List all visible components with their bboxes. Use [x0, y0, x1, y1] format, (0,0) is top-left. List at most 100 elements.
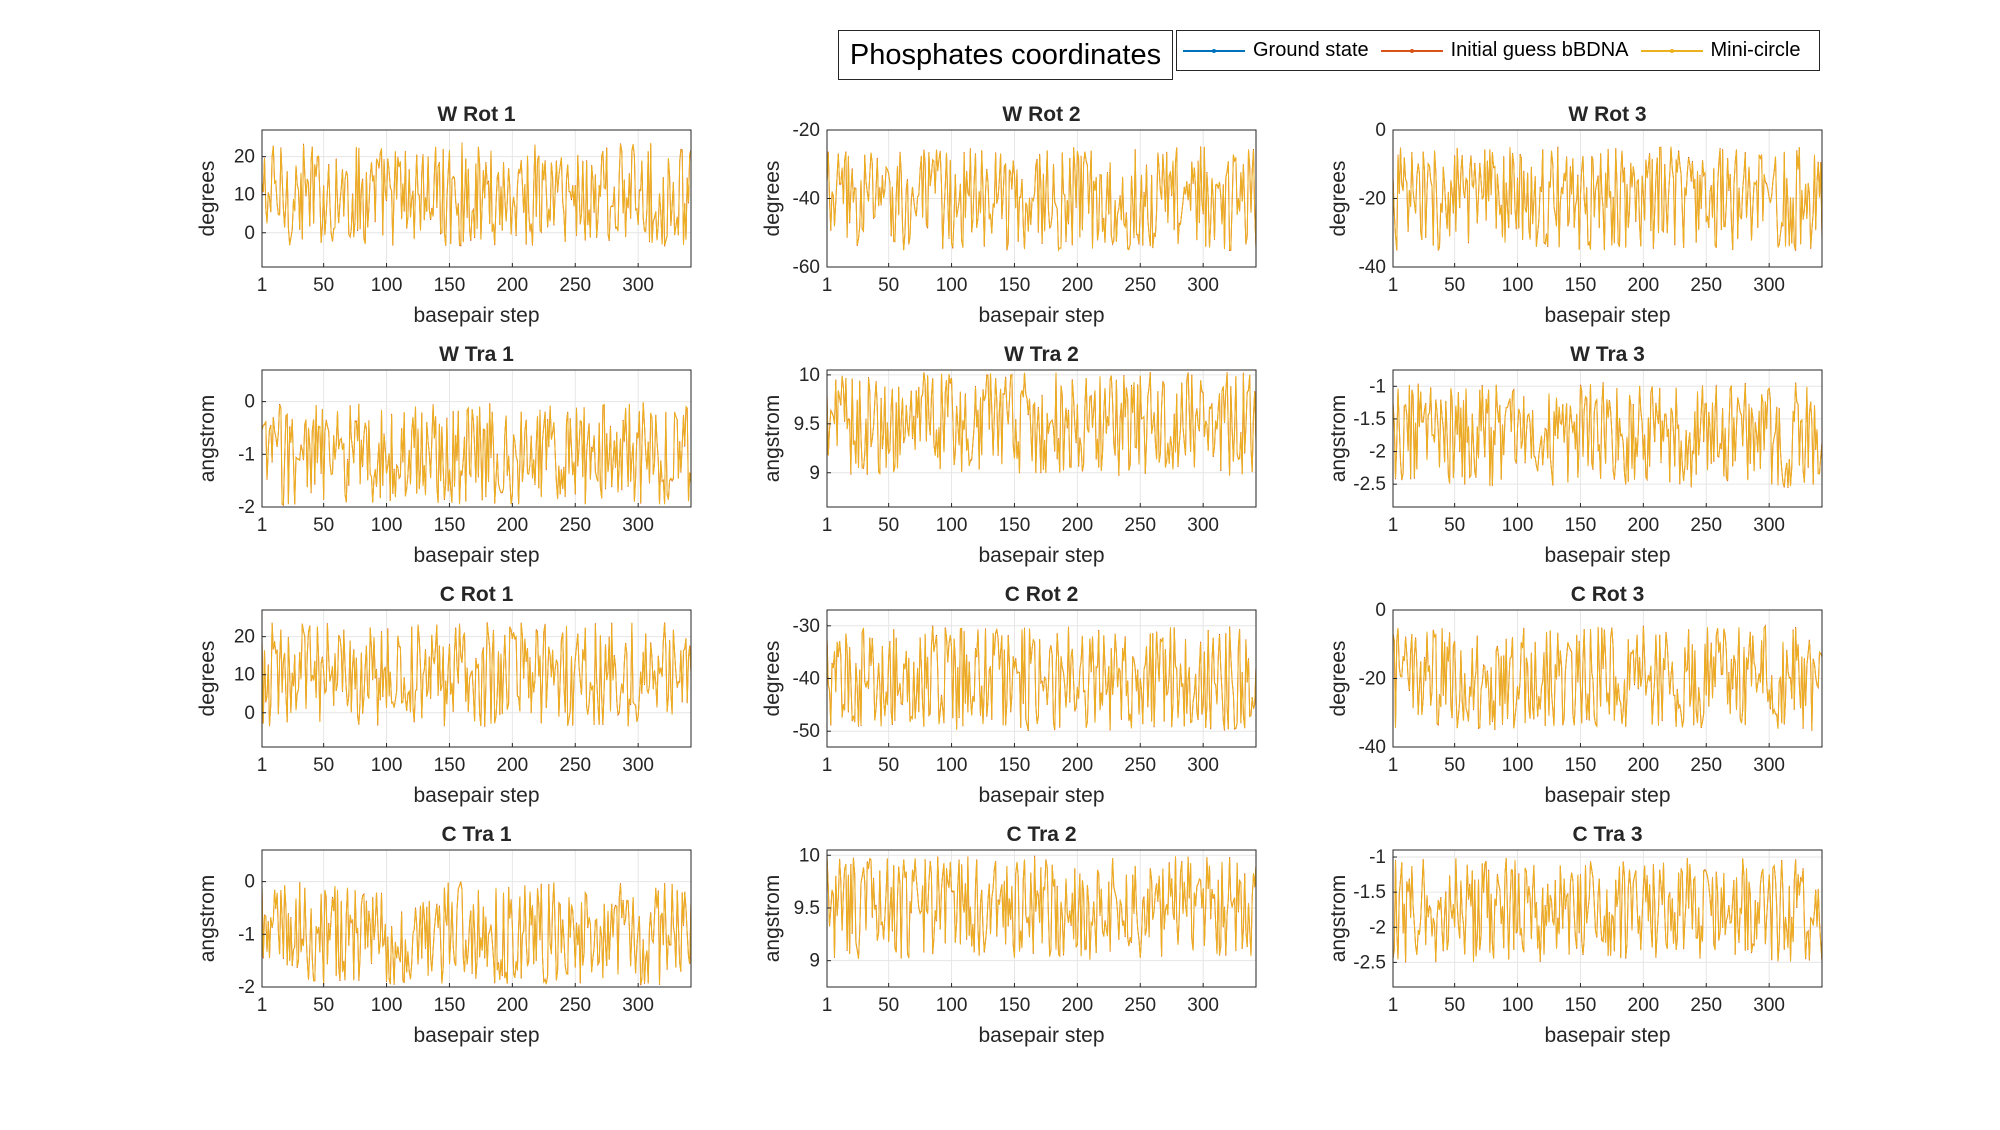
y-tick-label: -2	[1369, 917, 1386, 938]
y-tick-label: -2	[238, 977, 255, 998]
legend-swatch-initial-guess	[1380, 48, 1443, 53]
x-tick-label: 50	[878, 515, 899, 536]
x-tick-label: 300	[1187, 995, 1219, 1016]
x-tick-label: 1	[257, 275, 268, 296]
x-tick-label: 250	[559, 755, 591, 776]
subplot-title: W Tra 3	[1570, 343, 1645, 366]
y-tick-label: -20	[1359, 669, 1386, 690]
y-axis-label: degrees	[196, 161, 219, 237]
x-tick-label: 100	[1502, 515, 1534, 536]
figure-title: Phosphates coordinates	[838, 30, 1173, 80]
x-tick-label: 300	[622, 515, 654, 536]
x-axis-label: basepair step	[1544, 784, 1670, 807]
legend-label-initial-guess: Initial guess bBDNA	[1450, 39, 1629, 61]
x-tick-label: 150	[999, 755, 1031, 776]
y-tick-label: -60	[793, 257, 820, 278]
subplot-title: C Tra 3	[1572, 823, 1642, 846]
y-tick-label: 0	[244, 392, 255, 413]
x-tick-label: 200	[1062, 275, 1094, 296]
y-tick-label: 10	[799, 845, 820, 866]
y-tick-label: -1.5	[1353, 882, 1386, 903]
subplot-title: C Tra 2	[1006, 823, 1076, 846]
y-axis-label: degrees	[761, 161, 784, 237]
x-tick-label: 150	[999, 995, 1031, 1016]
y-axis-label: angstrom	[1327, 875, 1350, 963]
y-axis-label: degrees	[1327, 161, 1350, 237]
x-tick-label: 150	[1565, 275, 1597, 296]
x-axis-label: basepair step	[1544, 1024, 1670, 1047]
x-tick-label: 150	[999, 275, 1031, 296]
x-tick-label: 150	[1565, 995, 1597, 1016]
x-tick-label: 100	[371, 515, 403, 536]
x-tick-label: 50	[878, 995, 899, 1016]
series-line-mini-circle	[826, 626, 1257, 731]
x-tick-label: 150	[1565, 755, 1597, 776]
axes-box-w-tra-3	[1392, 369, 1823, 508]
x-axis-label: basepair step	[978, 1024, 1104, 1047]
x-tick-label: 300	[1753, 995, 1785, 1016]
y-tick-label: -1	[1369, 376, 1386, 397]
x-tick-label: 250	[1124, 515, 1156, 536]
x-axis-label: basepair step	[413, 304, 539, 327]
subplot-title: W Tra 1	[439, 343, 514, 366]
x-tick-label: 300	[622, 275, 654, 296]
x-tick-label: 300	[1187, 275, 1219, 296]
y-tick-label: 9.5	[794, 898, 820, 919]
series-line-mini-circle	[826, 146, 1257, 252]
axes-box-w-tra-2	[826, 369, 1257, 508]
x-tick-label: 100	[936, 515, 968, 536]
x-tick-label: 150	[434, 995, 466, 1016]
series-line-mini-circle	[261, 880, 692, 985]
x-tick-label: 100	[371, 995, 403, 1016]
subplot-title: C Rot 2	[1005, 583, 1079, 606]
series-line-mini-circle	[826, 855, 1257, 960]
y-axis-label: angstrom	[196, 875, 219, 963]
legend-item-ground-state: Ground state	[1183, 39, 1369, 62]
y-tick-label: 9	[809, 951, 820, 972]
x-tick-label: 250	[559, 275, 591, 296]
x-tick-label: 250	[1124, 755, 1156, 776]
y-tick-label: 10	[799, 365, 820, 386]
x-tick-label: 1	[822, 995, 833, 1016]
series-line-mini-circle	[261, 142, 692, 246]
x-tick-label: 250	[1124, 995, 1156, 1016]
axes-box-w-rot-1	[261, 129, 692, 268]
x-tick-label: 200	[1062, 755, 1094, 776]
y-tick-label: 20	[234, 147, 255, 168]
axes-box-c-tra-3	[1392, 849, 1823, 988]
x-tick-label: 50	[313, 995, 334, 1016]
plot-area-w-tra-3	[1393, 370, 1822, 507]
subplot-title: W Rot 3	[1568, 103, 1646, 126]
subplot-title: W Tra 2	[1004, 343, 1079, 366]
x-axis-label: basepair step	[1544, 304, 1670, 327]
legend-item-mini-circle: Mini-circle	[1640, 39, 1801, 62]
y-tick-label: 0	[244, 872, 255, 893]
x-tick-label: 300	[622, 755, 654, 776]
y-tick-label: 0	[1375, 600, 1386, 621]
subplot-title: W Rot 2	[1002, 103, 1080, 126]
y-tick-label: -40	[793, 669, 820, 690]
x-tick-label: 250	[559, 515, 591, 536]
y-tick-label: -40	[1359, 257, 1386, 278]
x-tick-label: 1	[1388, 755, 1399, 776]
x-tick-label: 50	[878, 275, 899, 296]
axes-box-w-tra-1	[261, 369, 692, 508]
x-tick-label: 50	[1444, 755, 1465, 776]
x-tick-label: 150	[1565, 515, 1597, 536]
subplot-title: C Tra 1	[441, 823, 511, 846]
legend-label-mini-circle: Mini-circle	[1710, 39, 1801, 61]
legend-swatch-ground-state	[1183, 48, 1245, 53]
subplot-w-rot-2: 1 50 100 150 200 250 300-60-40-20W Rot 2basepa…	[761, 103, 1257, 327]
y-tick-label: -40	[1359, 737, 1386, 758]
y-tick-label: -2.5	[1353, 474, 1386, 495]
x-axis-label: basepair step	[978, 544, 1104, 567]
x-tick-label: 1	[1388, 995, 1399, 1016]
x-tick-label: 150	[434, 275, 466, 296]
y-tick-label: -40	[793, 189, 820, 210]
x-tick-label: 1	[822, 275, 833, 296]
x-tick-label: 1	[822, 755, 833, 776]
series-line-mini-circle	[1392, 383, 1823, 488]
